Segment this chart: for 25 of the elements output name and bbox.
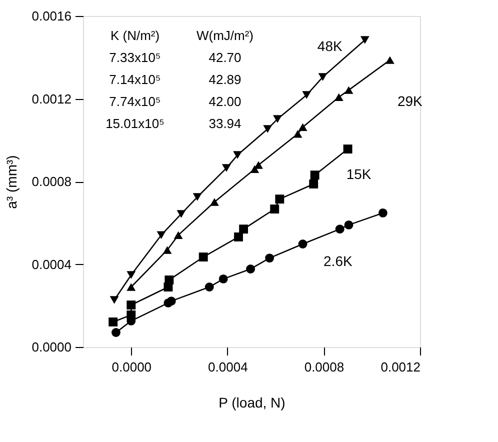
y-tick-label: 0.0008 <box>32 174 72 189</box>
annotation: 7.14x10⁵ <box>109 72 161 87</box>
x-tick-label: 0.0000 <box>112 360 152 374</box>
annotation: 15K <box>346 166 372 182</box>
x-axis-title: P (load, N) <box>218 394 286 410</box>
annotation: K (N/m²) <box>110 28 160 43</box>
y-tick-label: 0.0016 <box>32 8 72 24</box>
annotation: 7.33x10⁵ <box>109 50 161 65</box>
annotation: 29K <box>397 93 424 110</box>
annotation: W(mJ/m²) <box>196 28 254 43</box>
y-axis-title: a³ (mm³) <box>4 155 20 209</box>
annotation: 42.00 <box>208 94 242 109</box>
y-tick-label: 0.0004 <box>32 256 72 272</box>
x-tick-label: 0.0012 <box>380 360 420 374</box>
y-tick-label: 0.0000 <box>32 340 72 354</box>
annotation: 42.89 <box>208 72 242 87</box>
annotation: 2.6K <box>324 252 353 269</box>
annotation: 42.70 <box>208 50 242 65</box>
annotation: 33.94 <box>208 116 242 131</box>
x-tick-label: 0.0004 <box>208 360 248 374</box>
x-tick-label: 0.0008 <box>304 360 344 374</box>
annotation: 48K <box>317 38 343 54</box>
annotation: 15.01x10⁵ <box>106 116 164 131</box>
y-tick-label: 0.0012 <box>32 91 72 106</box>
annotation: 7.74x10⁵ <box>109 94 161 109</box>
